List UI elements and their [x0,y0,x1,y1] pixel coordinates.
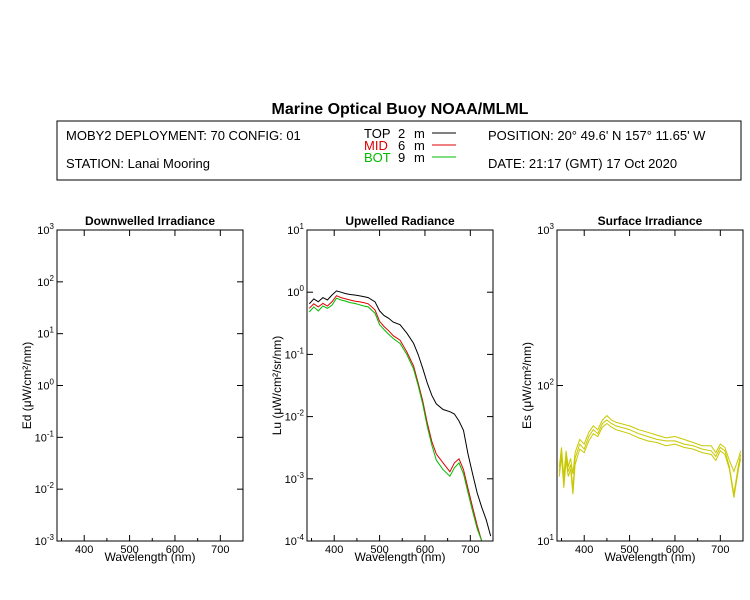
series-group [558,414,742,498]
chart-panels: Downwelled Irradiance 400 500 600 700 Wavelen… [20,214,744,564]
y-tick-label: 100 [287,284,304,299]
series-line-es-2 [558,419,742,495]
x-tick-label: 600 [666,544,684,556]
panel-upwelled-radiance: Upwelled Radiance 400 500 600 700 Wavelength … [270,214,494,564]
x-tick-label: 700 [711,544,729,556]
legend-depth-mid: 6 [398,138,405,153]
x-axis-label: Wavelength (nm) [355,550,446,564]
position-text: POSITION: 20° 49.6' N 157° 11.65' W [488,128,706,143]
plot-frame [306,229,494,542]
x-tick-label: 400 [575,544,593,556]
legend-name-bot: BOT [364,150,391,165]
panel-surface-irradiance: Surface Irradiance 400 500 600 700 Wavelength… [520,214,744,564]
deployment-text: MOBY2 DEPLOYMENT: 70 CONFIG: 01 [66,128,301,143]
legend-depth-top: 2 [398,126,405,141]
plot-frame [56,229,244,542]
panel-title: Surface Irradiance [598,214,703,228]
series-line-top [308,290,492,537]
legend-unit-top: m [414,126,425,141]
y-tick-label: 10-4 [285,533,305,548]
figure-title: Marine Optical Buoy NOAA/MLML [272,101,529,118]
y-tick-label: 103 [37,222,54,237]
y-tick-label: 103 [537,222,554,237]
depth-legend: TOP 2 m MID 6 m BOT 9 m [364,126,456,165]
y-tick-label: 10-1 [35,429,55,444]
series-group [308,290,492,541]
y-tick-label: 101 [37,326,54,341]
panel-title: Upwelled Radiance [345,214,455,228]
x-tick-label: 700 [461,544,479,556]
x-tick-label: 400 [75,544,93,556]
y-tick-label: 101 [287,222,304,237]
legend-unit-mid: m [414,138,425,153]
x-tick-label: 400 [325,544,343,556]
legend-depth-bot: 9 [398,150,405,165]
y-tick-label: 102 [537,378,554,393]
series-line-es-3 [558,422,742,498]
x-tick-label: 600 [166,544,184,556]
panel-title: Downwelled Irradiance [85,214,215,228]
y-tick-label: 10-2 [285,409,305,424]
y-tick-label: 10-3 [35,533,55,548]
y-tick-label: 10-2 [35,481,55,496]
panel-downwelled-irradiance: Downwelled Irradiance 400 500 600 700 Wavelen… [20,214,244,564]
x-tick-label: 700 [211,544,229,556]
x-tick-label: 500 [370,544,388,556]
y-tick-label: 10-1 [285,346,305,361]
y-tick-label: 102 [37,274,54,289]
series-line-es-1 [558,414,742,477]
legend-name-mid: MID [364,138,388,153]
y-tick-label: 100 [37,378,54,393]
y-tick-label: 101 [537,533,554,548]
plot-frame [556,229,744,542]
station-text: STATION: Lanai Mooring [66,156,210,171]
series-line-bot [308,297,491,541]
header-info-box: MOBY2 DEPLOYMENT: 70 CONFIG: 01 STATION:… [56,120,742,181]
y-axis-label: Es (μW/cm²/nm) [520,342,534,429]
y-tick-label: 10-3 [285,471,305,486]
x-tick-label: 600 [416,544,434,556]
x-axis-label: Wavelength (nm) [605,550,696,564]
y-axis-label: Ed (μW/cm²/nm) [20,342,34,430]
date-text: DATE: 21:17 (GMT) 17 Oct 2020 [488,156,677,171]
header-frame [56,120,742,181]
legend-name-top: TOP [364,126,391,141]
y-axis-label: Lu (μW/cm²/sr/nm) [270,336,284,436]
x-tick-label: 500 [620,544,638,556]
x-axis-label: Wavelength (nm) [105,550,196,564]
x-tick-label: 500 [120,544,138,556]
series-line-mid [308,295,491,541]
legend-unit-bot: m [414,150,425,165]
